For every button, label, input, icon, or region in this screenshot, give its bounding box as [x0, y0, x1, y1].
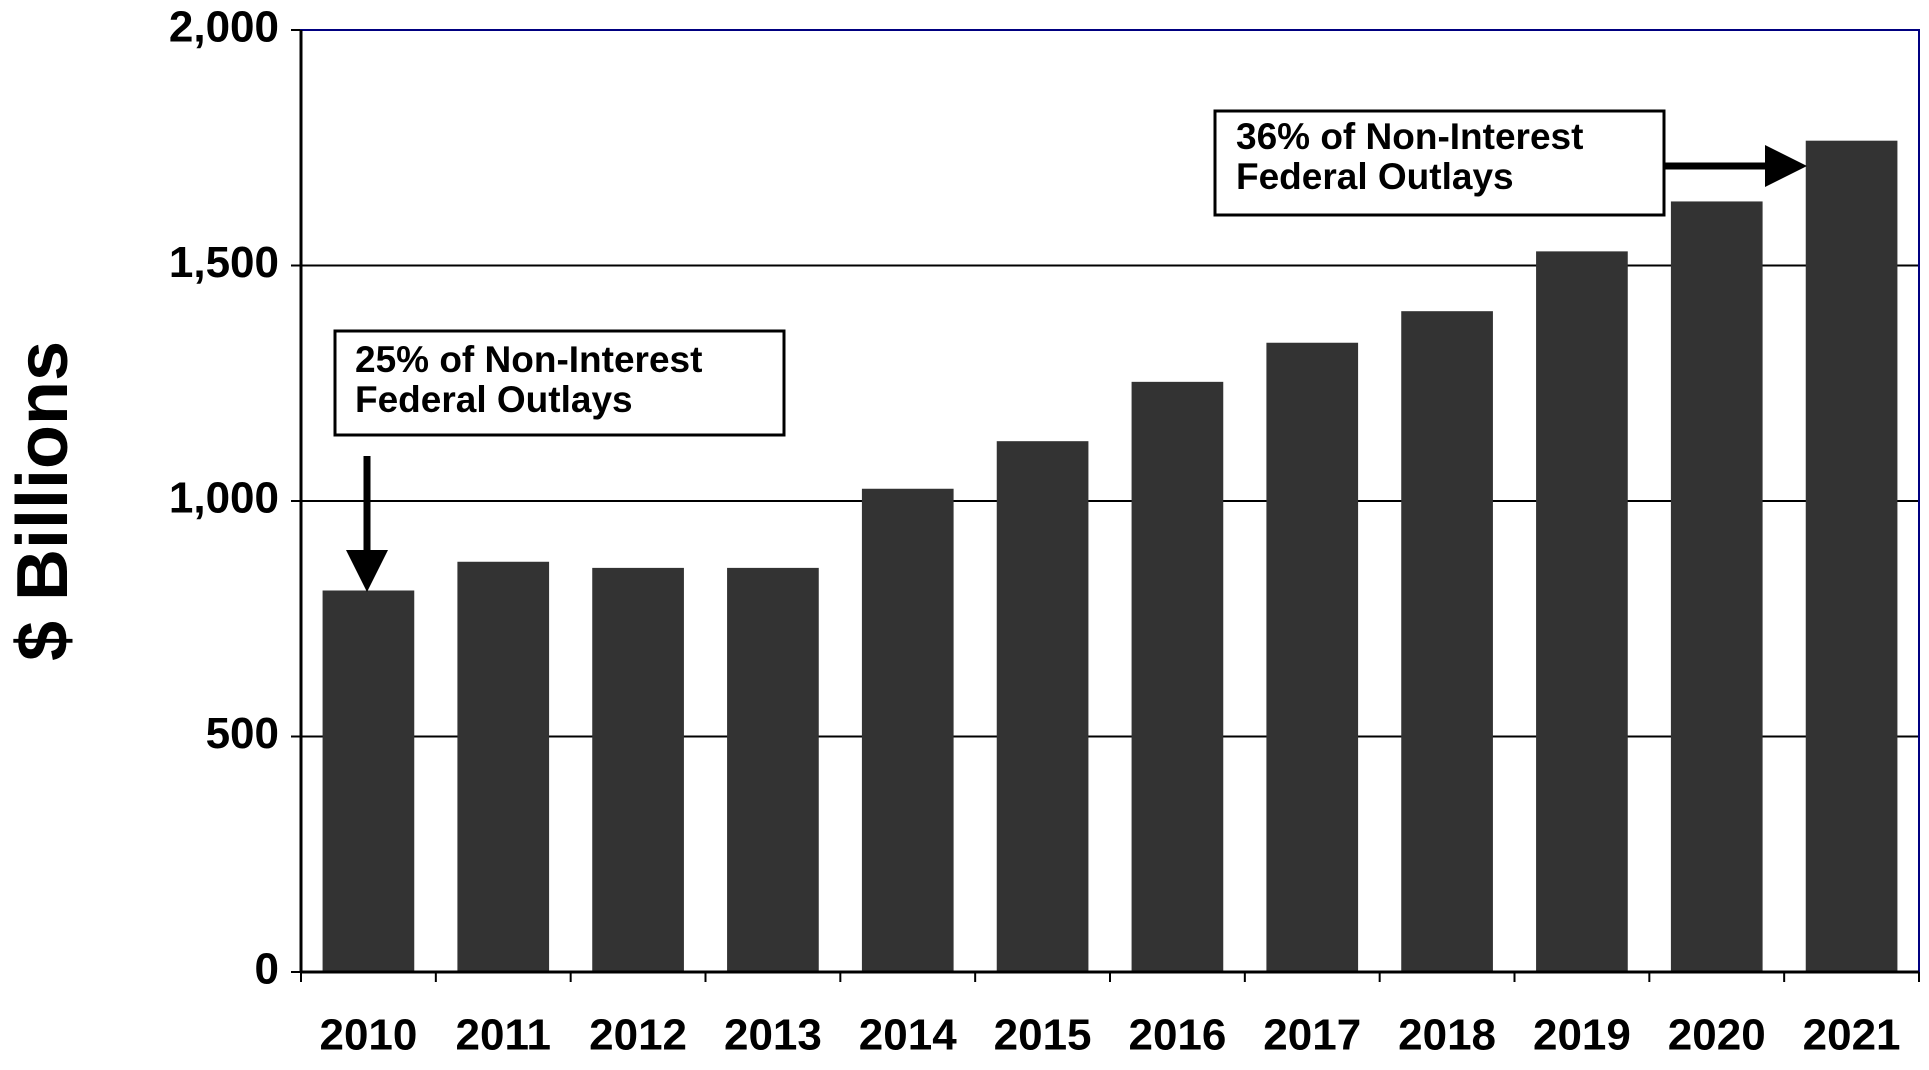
- x-tick-label: 2021: [1803, 1011, 1901, 1060]
- x-tick-label: 2015: [994, 1011, 1092, 1060]
- bar: [996, 441, 1089, 973]
- x-tick-label: 2010: [319, 1011, 417, 1060]
- bar: [1670, 201, 1763, 973]
- bar: [861, 488, 954, 972]
- y-tick-label: 500: [206, 709, 279, 758]
- bar: [1131, 381, 1224, 972]
- x-tick-label: 2013: [724, 1011, 822, 1060]
- x-tick-label: 2018: [1398, 1011, 1496, 1060]
- y-tick-label: 2,000: [169, 3, 279, 52]
- x-tick-label: 2011: [456, 1011, 551, 1060]
- annotation-text: Federal Outlays: [355, 379, 633, 420]
- bar: [592, 567, 684, 972]
- y-tick-label: 1,500: [169, 238, 279, 287]
- y-tick-label: 0: [255, 945, 279, 994]
- x-tick-label: 2014: [859, 1011, 957, 1060]
- bar: [1266, 342, 1359, 972]
- bar: [727, 567, 819, 972]
- bar: [322, 590, 415, 972]
- annotation-text: 36% of Non-Interest: [1236, 116, 1583, 157]
- y-axis-label: $ Billions: [3, 341, 83, 661]
- annotation-text: Federal Outlays: [1236, 156, 1514, 197]
- bar: [457, 561, 550, 972]
- y-tick-label: 1,000: [169, 474, 279, 523]
- x-tick-label: 2016: [1128, 1011, 1226, 1060]
- bar: [1536, 251, 1628, 972]
- bar: [1401, 311, 1493, 972]
- x-tick-label: 2017: [1263, 1011, 1361, 1060]
- x-tick-label: 2012: [589, 1011, 687, 1060]
- bar: [1805, 140, 1898, 972]
- annotation-text: 25% of Non-Interest: [355, 339, 702, 380]
- x-tick-label: 2020: [1668, 1011, 1766, 1060]
- x-tick-label: 2019: [1533, 1011, 1631, 1060]
- annotation-box: [1213, 109, 1666, 217]
- annotation-box: [333, 329, 786, 437]
